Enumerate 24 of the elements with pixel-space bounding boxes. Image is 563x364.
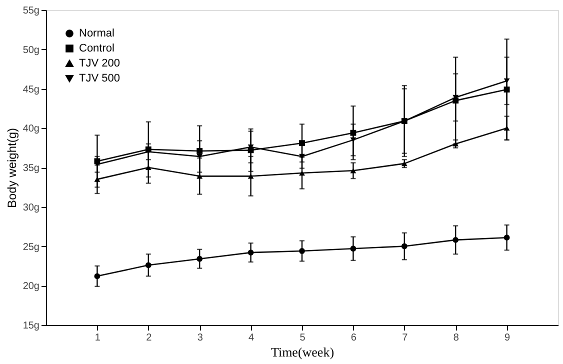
x-tick-label: 9 xyxy=(504,332,511,344)
x-axis-title: Time(week) xyxy=(270,344,334,360)
x-tick-label: 4 xyxy=(248,332,255,344)
x-tick-label: 7 xyxy=(402,332,408,344)
y-tick-label: 15g xyxy=(22,320,40,332)
y-tick-label: 50g xyxy=(22,44,40,56)
legend-label: Control xyxy=(79,42,114,54)
y-axis-title: Body weight(g) xyxy=(4,128,19,208)
y-tick-label: 35g xyxy=(22,163,40,174)
legend-label: TJV 200 xyxy=(79,58,120,70)
y-tick-label: 40g xyxy=(22,124,40,135)
x-tick-label: 3 xyxy=(197,332,204,344)
y-tick-label: 25g xyxy=(22,242,40,253)
x-tick-label: 2 xyxy=(146,332,152,344)
y-tick-label: 30g xyxy=(22,202,40,214)
legend-label: TJV 500 xyxy=(79,72,120,84)
x-tick-label: 6 xyxy=(350,332,357,344)
y-tick-label: 20g xyxy=(22,281,40,292)
x-tick-label: 1 xyxy=(94,332,101,344)
legend-label: Normal xyxy=(79,28,114,40)
x-tick-label: 5 xyxy=(300,332,306,344)
y-tick-label: 45g xyxy=(22,84,40,96)
x-tick-label: 8 xyxy=(453,332,460,344)
y-tick-label: 55g xyxy=(22,6,40,16)
